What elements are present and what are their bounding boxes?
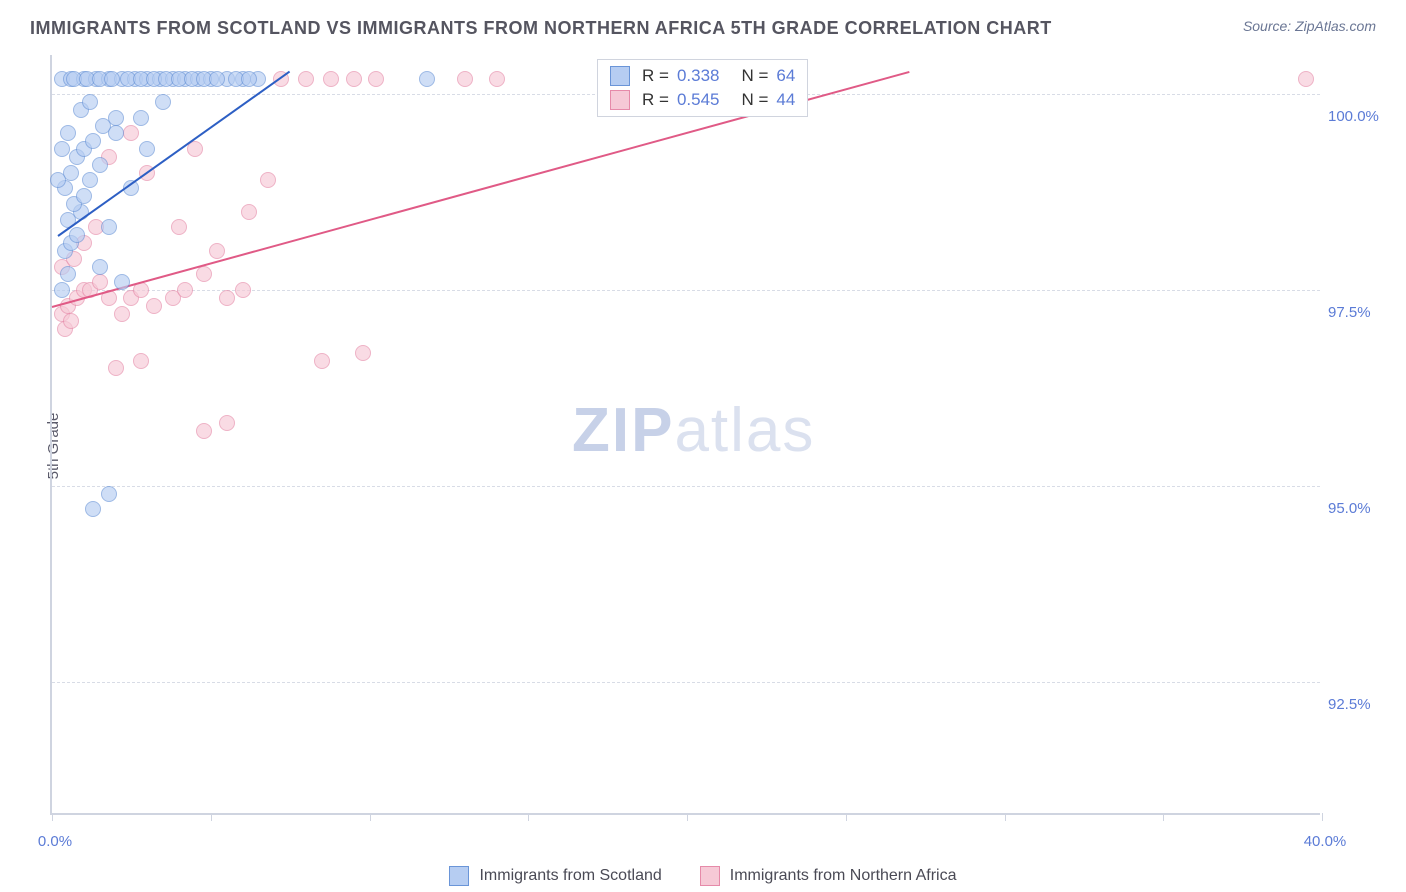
legend-swatch-nafrica bbox=[700, 866, 720, 886]
watermark-atlas: atlas bbox=[674, 396, 815, 465]
plot-area: ZIPatlas R = 0.338 N = 64 R = 0.545 N = 44 bbox=[50, 55, 1320, 815]
legend-label-scotland: Immigrants from Scotland bbox=[479, 867, 661, 885]
legend-r-value: 0.545 bbox=[677, 90, 720, 110]
data-point bbox=[101, 219, 117, 235]
y-tick-label: 95.0% bbox=[1328, 500, 1398, 517]
data-point bbox=[108, 360, 124, 376]
x-tick-label: 40.0% bbox=[1295, 833, 1355, 850]
data-point bbox=[355, 345, 371, 361]
legend-item-scotland: Immigrants from Scotland bbox=[449, 866, 661, 886]
data-point bbox=[92, 157, 108, 173]
legend-n-value: 44 bbox=[776, 90, 795, 110]
data-point bbox=[457, 71, 473, 87]
data-point bbox=[171, 219, 187, 235]
x-tick bbox=[687, 813, 688, 821]
data-point bbox=[368, 71, 384, 87]
x-tick bbox=[52, 813, 53, 821]
data-point bbox=[146, 298, 162, 314]
source-label: Source: ZipAtlas.com bbox=[1243, 18, 1376, 34]
legend-row: R = 0.545 N = 44 bbox=[598, 88, 807, 112]
data-point bbox=[241, 71, 257, 87]
data-point bbox=[101, 486, 117, 502]
watermark: ZIPatlas bbox=[572, 395, 815, 466]
data-point bbox=[104, 71, 120, 87]
legend-swatch bbox=[610, 66, 630, 86]
legend-bottom: Immigrants from Scotland Immigrants from… bbox=[0, 866, 1406, 886]
legend-n-label: N = bbox=[741, 90, 768, 110]
data-point bbox=[209, 71, 225, 87]
data-point bbox=[69, 227, 85, 243]
data-point bbox=[219, 290, 235, 306]
x-tick bbox=[211, 813, 212, 821]
data-point bbox=[50, 172, 66, 188]
x-tick-label: 0.0% bbox=[25, 833, 85, 850]
legend-n-label: N = bbox=[741, 66, 768, 86]
data-point bbox=[92, 274, 108, 290]
data-point bbox=[114, 306, 130, 322]
data-point bbox=[76, 188, 92, 204]
data-point bbox=[82, 172, 98, 188]
data-point bbox=[1298, 71, 1314, 87]
watermark-zip: ZIP bbox=[572, 396, 674, 465]
legend-item-nafrica: Immigrants from Northern Africa bbox=[700, 866, 957, 886]
data-point bbox=[241, 204, 257, 220]
gridline bbox=[52, 682, 1320, 683]
legend-correlation: R = 0.338 N = 64 R = 0.545 N = 44 bbox=[597, 59, 808, 117]
legend-r-label: R = bbox=[642, 66, 669, 86]
data-point bbox=[114, 274, 130, 290]
y-tick-label: 97.5% bbox=[1328, 304, 1398, 321]
legend-n-value: 64 bbox=[776, 66, 795, 86]
data-point bbox=[54, 141, 70, 157]
data-point bbox=[346, 71, 362, 87]
data-point bbox=[133, 353, 149, 369]
data-point bbox=[133, 110, 149, 126]
legend-swatch-scotland bbox=[449, 866, 469, 886]
data-point bbox=[298, 71, 314, 87]
data-point bbox=[419, 71, 435, 87]
x-tick bbox=[1163, 813, 1164, 821]
legend-row: R = 0.338 N = 64 bbox=[598, 64, 807, 88]
data-point bbox=[139, 141, 155, 157]
data-point bbox=[196, 266, 212, 282]
legend-r-label: R = bbox=[642, 90, 669, 110]
x-tick bbox=[370, 813, 371, 821]
data-point bbox=[260, 172, 276, 188]
data-point bbox=[60, 125, 76, 141]
y-tick-label: 100.0% bbox=[1328, 108, 1398, 125]
data-point bbox=[323, 71, 339, 87]
data-point bbox=[219, 415, 235, 431]
x-tick bbox=[1322, 813, 1323, 821]
y-tick-label: 92.5% bbox=[1328, 696, 1398, 713]
legend-swatch bbox=[610, 90, 630, 110]
data-point bbox=[85, 133, 101, 149]
data-point bbox=[60, 266, 76, 282]
data-point bbox=[63, 313, 79, 329]
data-point bbox=[92, 259, 108, 275]
data-point bbox=[209, 243, 225, 259]
x-tick bbox=[1005, 813, 1006, 821]
data-point bbox=[177, 282, 193, 298]
data-point bbox=[235, 282, 251, 298]
legend-r-value: 0.338 bbox=[677, 66, 720, 86]
data-point bbox=[108, 110, 124, 126]
data-point bbox=[155, 94, 171, 110]
data-point bbox=[314, 353, 330, 369]
x-tick bbox=[528, 813, 529, 821]
gridline bbox=[52, 486, 1320, 487]
data-point bbox=[108, 125, 124, 141]
data-point bbox=[196, 423, 212, 439]
data-point bbox=[85, 501, 101, 517]
data-point bbox=[82, 94, 98, 110]
data-point bbox=[123, 125, 139, 141]
data-point bbox=[489, 71, 505, 87]
legend-label-nafrica: Immigrants from Northern Africa bbox=[730, 867, 957, 885]
chart-title: IMMIGRANTS FROM SCOTLAND VS IMMIGRANTS F… bbox=[30, 18, 1052, 39]
x-tick bbox=[846, 813, 847, 821]
data-point bbox=[54, 282, 70, 298]
